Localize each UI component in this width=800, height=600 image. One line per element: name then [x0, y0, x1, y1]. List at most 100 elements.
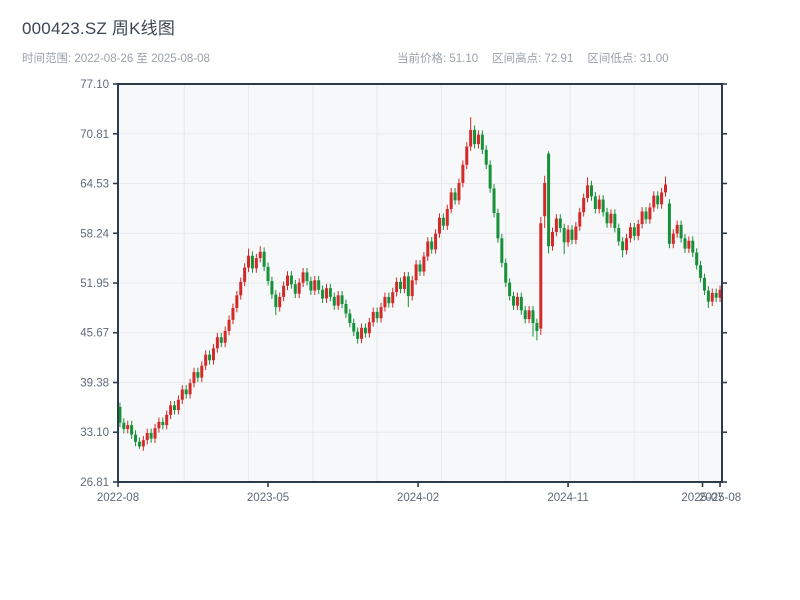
candle-up [286, 275, 290, 286]
candle-up [239, 281, 243, 296]
candle-up [227, 319, 231, 331]
candle-down [695, 252, 699, 266]
candle-up [180, 389, 184, 400]
candle-down [348, 313, 352, 324]
candle-down [535, 323, 539, 331]
candle-up [543, 182, 547, 217]
candle-down [137, 441, 141, 447]
candle-up [476, 134, 480, 145]
candle-up [449, 192, 453, 210]
candle-up [371, 311, 375, 323]
candle-down [621, 241, 625, 251]
candle-down [644, 211, 648, 220]
candle-down [332, 296, 336, 306]
y-tick-label: 58.24 [80, 228, 109, 240]
candle-up [586, 185, 590, 198]
candle-down [317, 280, 321, 290]
candle-down [547, 153, 551, 247]
candle-up [410, 280, 414, 297]
candle-up [648, 207, 652, 220]
candle-up [469, 129, 473, 147]
candle-down [473, 129, 477, 145]
candle-up [578, 212, 582, 227]
candle-down [134, 434, 138, 442]
candle-up [176, 399, 180, 411]
stat-current-price: 当前价格: 51.10 [397, 53, 479, 65]
candle-down [519, 296, 523, 311]
y-tick-label: 45.67 [80, 328, 109, 340]
x-tick-label: 2023-05 [247, 492, 289, 504]
candle-down [266, 266, 270, 282]
candle-up [313, 280, 317, 291]
candle-down [570, 229, 574, 240]
candle-up [395, 281, 399, 293]
candle-down [387, 296, 391, 304]
candle-down [508, 282, 512, 297]
candle-down [130, 425, 134, 435]
candle-down [196, 372, 200, 378]
candle-up [258, 251, 262, 259]
page-title: 000423.SZ 周K线图 [22, 19, 176, 38]
candle-up [231, 307, 235, 320]
candle-down [656, 195, 660, 205]
candle-up [141, 440, 145, 447]
candle-down [344, 304, 348, 314]
candle-down [589, 185, 593, 197]
candle-down [453, 192, 457, 201]
stat-range-high: 区间高点: 72.91 [492, 53, 574, 65]
candle-up [297, 282, 301, 294]
candle-up [157, 421, 161, 429]
candle-down [632, 227, 636, 236]
candle-down [418, 264, 422, 272]
candle-down [706, 290, 710, 302]
x-tick-label: 2024-11 [547, 492, 588, 504]
candle-up [461, 164, 465, 183]
candle-down [399, 281, 403, 289]
candle-down [484, 149, 488, 165]
candle-down [601, 199, 605, 213]
candle-down [321, 289, 325, 299]
candle-down [714, 292, 718, 298]
candle-down [683, 238, 687, 249]
candle-down [480, 134, 484, 150]
candle-up [360, 327, 364, 339]
candle-up [243, 267, 247, 282]
candle-down [496, 212, 500, 239]
candle-up [254, 258, 258, 269]
candle-up [445, 209, 449, 226]
time-range-label: 时间范围: 2022-08-26 至 2025-08-08 [22, 53, 210, 65]
candle-up [550, 231, 554, 247]
candle-down [562, 228, 566, 243]
y-tick-label: 51.95 [80, 278, 109, 290]
candle-down [691, 240, 695, 253]
candle-down [262, 251, 266, 267]
candle-down [512, 296, 516, 306]
candle-up [437, 217, 441, 234]
candle-up [383, 296, 387, 308]
candle-up [574, 226, 578, 240]
x-tick-label: 2022-08 [97, 492, 139, 504]
candle-up [192, 372, 196, 384]
y-tick-label: 26.81 [80, 477, 109, 489]
candle-up [282, 285, 286, 297]
candle-down [250, 255, 254, 269]
candle-up [211, 348, 215, 361]
candle-down [667, 203, 671, 244]
candle-up [609, 213, 613, 224]
candle-up [636, 224, 640, 236]
candle-down [289, 275, 293, 285]
candle-down [161, 421, 165, 426]
candle-up [640, 211, 644, 225]
candle-up [597, 199, 601, 210]
candle-down [305, 272, 309, 282]
candle-up [278, 296, 282, 308]
candle-up [165, 414, 169, 426]
candle-up [675, 224, 679, 234]
candle-up [188, 383, 192, 395]
candle-up [402, 276, 406, 289]
candle-up [426, 241, 430, 257]
stat-range-low: 区间低点: 31.00 [587, 53, 669, 65]
candle-up [628, 227, 632, 239]
y-tick-label: 70.81 [80, 129, 109, 141]
